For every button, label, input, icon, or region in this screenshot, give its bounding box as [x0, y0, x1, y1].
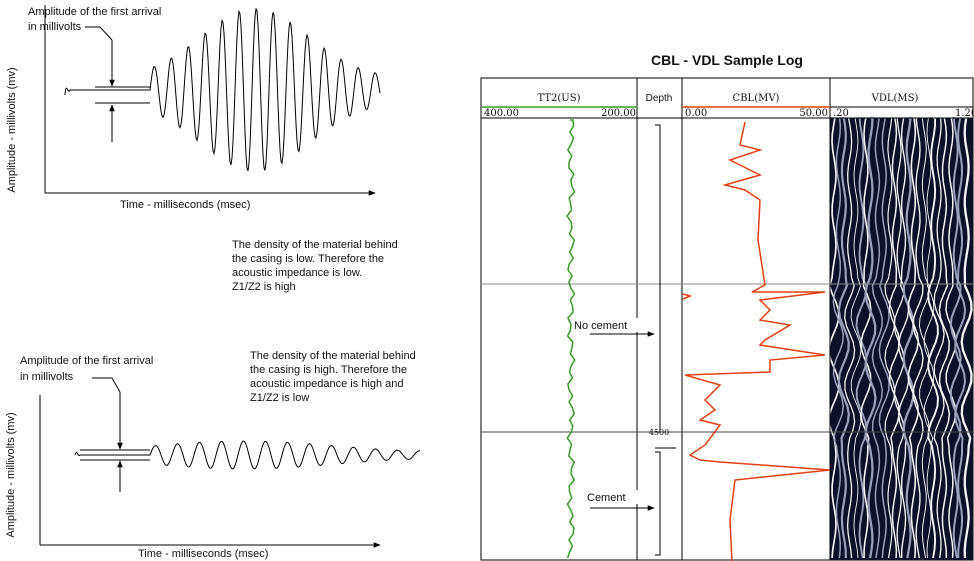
- figure: Amplitude of the first arrival in milliv…: [0, 0, 974, 561]
- description: The density of the material behind: [232, 239, 398, 251]
- x-axis-label: Time - milliseconds (msec): [138, 548, 268, 560]
- leader: [92, 378, 120, 392]
- track-header: Depth: [646, 93, 673, 104]
- annotation: in millivolts: [28, 21, 82, 33]
- y-axis-label: Amplitude - millivolts (mv): [5, 412, 17, 537]
- sample-log: CBL - VDL Sample Log TT2(US) Depth CBL(M…: [481, 52, 974, 561]
- scale-label: 1.20: [955, 108, 974, 119]
- annotation: Amplitude of the first arrival: [20, 355, 153, 367]
- tt2-curve: [567, 120, 575, 558]
- annotation: Cement: [587, 492, 626, 504]
- waveform: [65, 8, 380, 171]
- annotation: No cement: [574, 320, 627, 332]
- scale-label: 50.00: [799, 108, 828, 119]
- annotation: in millivolts: [20, 371, 74, 383]
- x-axis-label: Time - milliseconds (msec): [120, 199, 250, 211]
- track-header: CBL(MV): [733, 93, 780, 104]
- annotation: Amplitude of the first arrival: [28, 6, 161, 18]
- description: the casing is low. Therefore the: [232, 253, 384, 265]
- track-header: VDL(MS): [871, 93, 919, 104]
- cbl-curve: [683, 294, 690, 299]
- description: acoustic impedance is high and: [250, 378, 403, 390]
- top-diagram: Amplitude of the first arrival in milliv…: [6, 5, 398, 293]
- scale-label: 400.00: [484, 108, 519, 119]
- description: The density of the material behind: [250, 350, 416, 362]
- scale-label: 200.00: [601, 108, 636, 119]
- track-header: TT2(US): [538, 93, 581, 104]
- description: Z1/Z2 is high: [232, 281, 296, 293]
- description: the casing is high. Therefore the: [250, 364, 407, 376]
- cbl-curve: [685, 122, 830, 561]
- waveform: [75, 441, 420, 469]
- description: acoustic impedance is low.: [232, 267, 362, 279]
- bottom-diagram: Amplitude of the first arrival in milliv…: [5, 350, 420, 560]
- scale-label: .20: [833, 108, 849, 119]
- y-axis-label: Amplitude - millivolts (mv): [6, 67, 18, 192]
- bracket: [655, 125, 660, 432]
- log-title: CBL - VDL Sample Log: [651, 52, 803, 68]
- leader: [85, 27, 112, 40]
- bracket: [655, 452, 660, 555]
- description: Z1/Z2 is low: [250, 392, 309, 404]
- scale-label: 0.00: [685, 108, 707, 119]
- depth-label: 4500: [649, 428, 669, 437]
